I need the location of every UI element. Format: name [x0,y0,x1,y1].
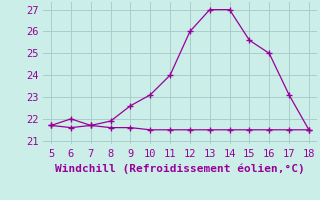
X-axis label: Windchill (Refroidissement éolien,°C): Windchill (Refroidissement éolien,°C) [55,163,305,174]
